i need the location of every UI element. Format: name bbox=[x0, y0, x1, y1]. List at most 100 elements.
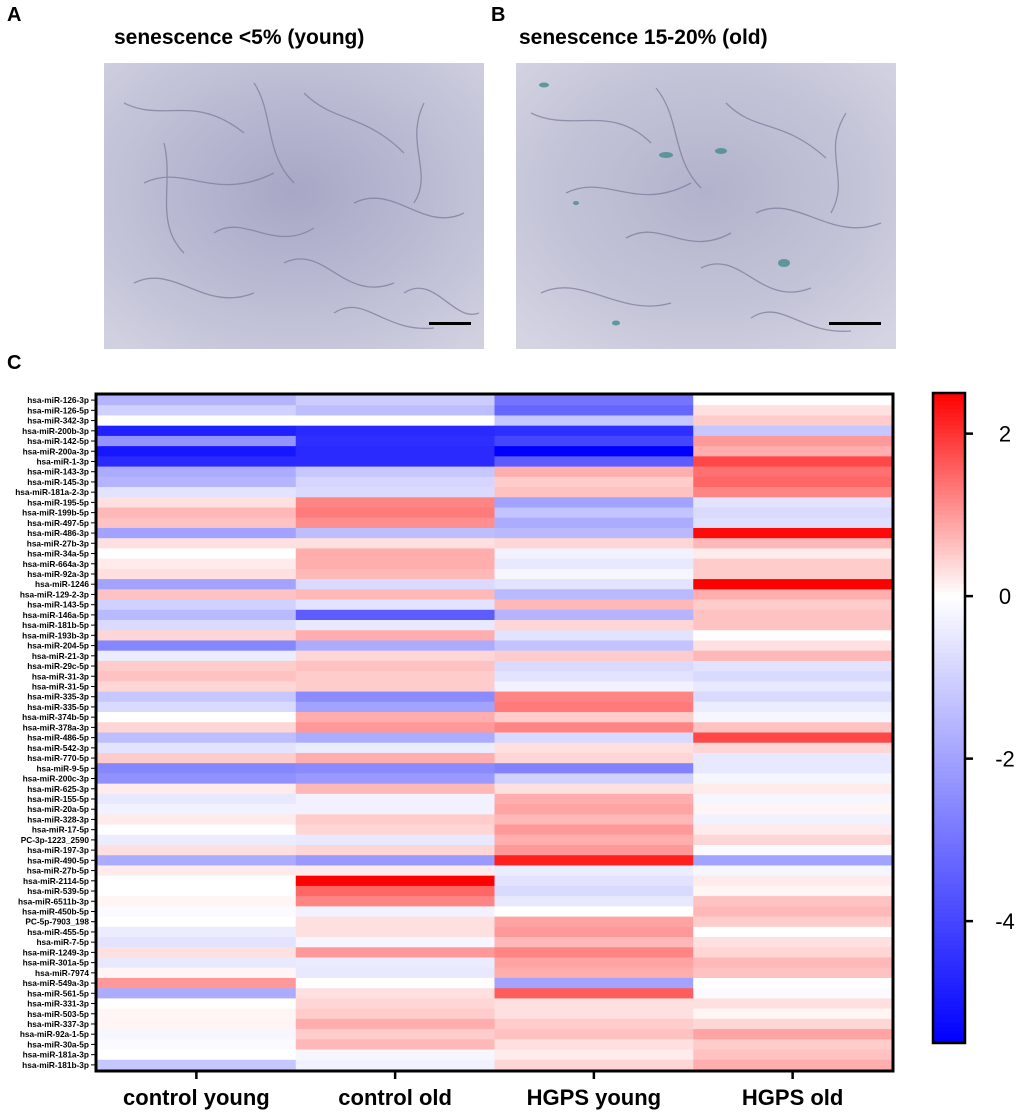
row-label: hsa-miR-1-3p bbox=[36, 456, 89, 466]
colorbar-segment bbox=[933, 921, 965, 926]
heatmap-cell bbox=[494, 691, 694, 703]
colorbar-tick-label: 0 bbox=[999, 584, 1011, 609]
heatmap-cell bbox=[693, 691, 893, 703]
row-label: hsa-miR-143-3p bbox=[27, 467, 89, 477]
heatmap-cell bbox=[97, 435, 297, 447]
colorbar-segment bbox=[933, 998, 965, 1003]
colorbar-segment bbox=[933, 754, 965, 760]
colorbar-segment bbox=[933, 925, 965, 930]
colorbar-segment bbox=[933, 774, 965, 780]
colorbar-segment bbox=[933, 474, 965, 479]
heatmap-cell bbox=[97, 579, 297, 590]
heatmap-cell bbox=[494, 476, 694, 488]
heatmap-cell bbox=[693, 1018, 893, 1030]
heatmap-cell bbox=[97, 609, 297, 621]
colorbar-segment bbox=[933, 494, 965, 500]
row-label: hsa-miR-1249-3p bbox=[23, 947, 89, 957]
colorbar-segment bbox=[933, 673, 965, 678]
heatmap-cell bbox=[295, 660, 496, 672]
colorbar-segment bbox=[933, 709, 965, 715]
heatmap-cell bbox=[494, 1018, 694, 1030]
colorbar-segment bbox=[933, 933, 965, 938]
colorbar-segment bbox=[933, 579, 965, 585]
row-label: hsa-miR-143-5p bbox=[27, 600, 89, 610]
heatmap-cell bbox=[693, 446, 893, 457]
colorbar-segment bbox=[933, 1006, 965, 1012]
heatmap-cell bbox=[494, 834, 694, 846]
heatmap-cell bbox=[295, 701, 496, 713]
heatmap-cell bbox=[97, 814, 297, 826]
row-label: hsa-miR-197-3p bbox=[27, 845, 89, 855]
heatmap-cell bbox=[97, 599, 297, 611]
heatmap-cell bbox=[295, 497, 496, 509]
colorbar-segment bbox=[933, 628, 965, 634]
heatmap-cell bbox=[494, 507, 694, 519]
heatmap-cell bbox=[693, 579, 893, 590]
colorbar-segment bbox=[933, 713, 965, 719]
colorbar-segment bbox=[933, 653, 965, 658]
heatmap-cell bbox=[295, 395, 496, 406]
heatmap-cell bbox=[693, 425, 893, 437]
heatmap-cell bbox=[97, 497, 297, 509]
colorbar-segment bbox=[933, 1038, 965, 1044]
row-label: hsa-miR-129-2-3p bbox=[20, 589, 89, 599]
row-label: hsa-miR-335-3p bbox=[27, 692, 89, 702]
heatmap-cell bbox=[693, 701, 893, 713]
colorbar-segment bbox=[933, 1026, 965, 1032]
colorbar-segment bbox=[933, 583, 965, 589]
heatmap-cell bbox=[295, 742, 496, 754]
colorbar-segment bbox=[933, 555, 965, 561]
heatmap-cell bbox=[295, 824, 496, 836]
row-label: hsa-miR-374b-5p bbox=[22, 712, 89, 722]
row-label: hsa-miR-92a-1-5p bbox=[20, 1029, 89, 1039]
colorbar-segment bbox=[933, 669, 965, 674]
colorbar-segment bbox=[933, 539, 965, 544]
heatmap-cell bbox=[295, 712, 496, 723]
heatmap-cell bbox=[295, 640, 496, 652]
heatmap-cell bbox=[693, 967, 893, 979]
panel-b-title: senescence 15-20% (old) bbox=[519, 26, 768, 49]
heatmap-cell bbox=[97, 1008, 297, 1020]
row-label: hsa-miR-181a-3p bbox=[23, 1050, 89, 1060]
row-label: hsa-miR-145-3p bbox=[27, 477, 89, 487]
colorbar-segment bbox=[933, 458, 965, 463]
heatmap-cell bbox=[494, 845, 694, 856]
heatmap-cell bbox=[97, 405, 297, 417]
heatmap-cell bbox=[693, 977, 893, 989]
heatmap-cell bbox=[494, 395, 694, 406]
row-label: hsa-miR-503-5p bbox=[27, 1009, 89, 1019]
heatmap-cell bbox=[693, 681, 893, 693]
micrograph-young bbox=[104, 63, 484, 349]
row-label: hsa-miR-378a-3p bbox=[23, 722, 89, 732]
colorbar-segment bbox=[933, 632, 965, 638]
heatmap-cell bbox=[494, 875, 694, 887]
colorbar-segment bbox=[933, 778, 965, 784]
heatmap-cell bbox=[494, 1029, 694, 1040]
row-label: hsa-miR-21-3p bbox=[32, 651, 89, 661]
row-label: hsa-miR-181b-3p bbox=[22, 1060, 89, 1070]
heatmap-cell bbox=[295, 620, 496, 631]
colorbar-segment bbox=[933, 876, 965, 882]
heatmap-cell bbox=[693, 650, 893, 662]
row-label: hsa-miR-31-3p bbox=[32, 671, 89, 681]
heatmap-cell bbox=[494, 466, 694, 478]
heatmap-cell bbox=[97, 783, 297, 795]
heatmap-cell bbox=[295, 630, 496, 642]
colorbar-segment bbox=[933, 518, 965, 524]
row-label: hsa-miR-301a-5p bbox=[23, 958, 89, 968]
heatmap-cell bbox=[494, 435, 694, 447]
row-label: hsa-miR-195-5p bbox=[27, 497, 89, 507]
heatmap-cells bbox=[97, 395, 893, 1071]
heatmap-cell bbox=[693, 906, 893, 918]
row-label: PC-5p-7903_198 bbox=[25, 917, 89, 927]
heatmap-cell bbox=[97, 425, 297, 437]
panel-letter-c: C bbox=[7, 352, 22, 374]
heatmap-cell bbox=[494, 1059, 694, 1071]
heatmap-cell bbox=[295, 650, 496, 662]
colorbar-segment bbox=[933, 791, 965, 796]
row-label: hsa-miR-331-3p bbox=[27, 999, 89, 1009]
heatmap-cell bbox=[295, 793, 496, 805]
heatmap-cell bbox=[97, 967, 297, 979]
colorbar-segment bbox=[933, 803, 965, 808]
colorbar-segment bbox=[933, 701, 965, 707]
